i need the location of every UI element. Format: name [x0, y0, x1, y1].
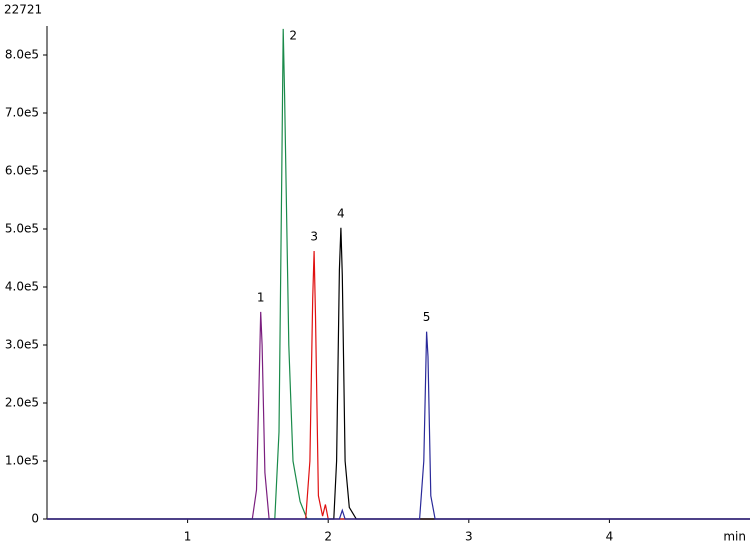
series-line: [47, 311, 750, 520]
x-tick-label: 1: [184, 530, 192, 544]
y-tick-label: 5.0e5: [5, 222, 39, 236]
series-line: [47, 227, 750, 520]
x-tick-label: 3: [465, 530, 473, 544]
y-tick-label: 4.0e5: [5, 280, 39, 294]
x-tick-label: 4: [606, 530, 614, 544]
series-line: [47, 331, 750, 520]
peak-label: 2: [289, 29, 297, 43]
x-axis-label: min: [723, 530, 746, 544]
y-tick-label: 8.0e5: [5, 48, 39, 62]
y-tick-label: 1.0e5: [5, 454, 39, 468]
peak-label: 3: [310, 230, 318, 244]
x-tick-label: 2: [324, 530, 332, 544]
y-tick-label: 6.0e5: [5, 164, 39, 178]
peak-label: 5: [423, 310, 431, 324]
peak-label: 4: [337, 206, 345, 220]
series-line: [47, 28, 750, 520]
y-tick-label: 3.0e5: [5, 338, 39, 352]
corner-label: 22721: [4, 3, 42, 17]
series-line: [47, 250, 750, 520]
y-tick-label: 2.0e5: [5, 396, 39, 410]
peak-label: 1: [257, 290, 265, 304]
y-tick-label: 0: [31, 512, 39, 526]
y-tick-label: 7.0e5: [5, 106, 39, 120]
